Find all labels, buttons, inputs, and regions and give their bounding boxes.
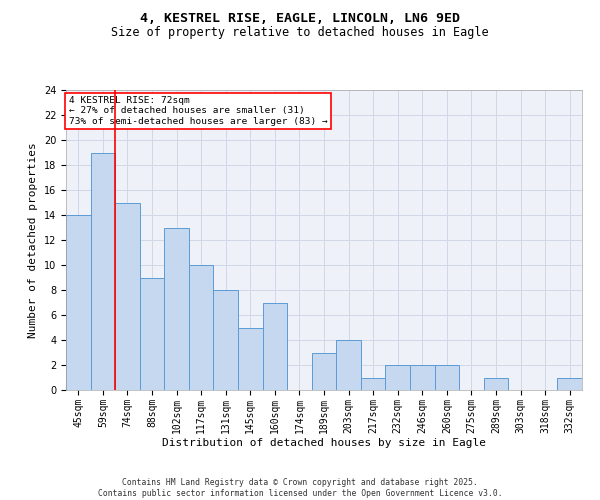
Bar <box>263 302 287 390</box>
X-axis label: Distribution of detached houses by size in Eagle: Distribution of detached houses by size … <box>162 438 486 448</box>
Bar <box>189 265 214 390</box>
Text: 4, KESTREL RISE, EAGLE, LINCOLN, LN6 9ED: 4, KESTREL RISE, EAGLE, LINCOLN, LN6 9ED <box>140 12 460 26</box>
Bar <box>238 328 263 390</box>
Text: 4 KESTREL RISE: 72sqm
← 27% of detached houses are smaller (31)
73% of semi-deta: 4 KESTREL RISE: 72sqm ← 27% of detached … <box>68 96 328 126</box>
Bar <box>410 365 434 390</box>
Bar <box>214 290 238 390</box>
Text: Contains HM Land Registry data © Crown copyright and database right 2025.
Contai: Contains HM Land Registry data © Crown c… <box>98 478 502 498</box>
Bar <box>164 228 189 390</box>
Bar <box>385 365 410 390</box>
Bar <box>91 152 115 390</box>
Y-axis label: Number of detached properties: Number of detached properties <box>28 142 38 338</box>
Bar <box>115 202 140 390</box>
Bar <box>66 215 91 390</box>
Bar <box>434 365 459 390</box>
Bar <box>336 340 361 390</box>
Bar <box>484 378 508 390</box>
Bar <box>361 378 385 390</box>
Text: Size of property relative to detached houses in Eagle: Size of property relative to detached ho… <box>111 26 489 39</box>
Bar <box>557 378 582 390</box>
Bar <box>140 278 164 390</box>
Bar <box>312 352 336 390</box>
